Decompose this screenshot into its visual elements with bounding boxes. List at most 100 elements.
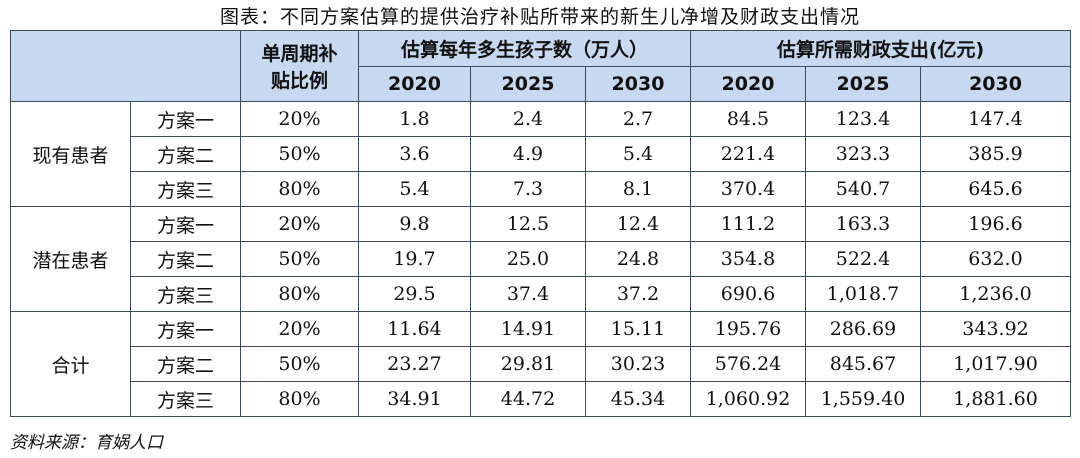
cell: 9.8 <box>358 206 471 242</box>
cell: 147.4 <box>919 101 1072 137</box>
cell: 23.27 <box>358 346 471 382</box>
cell: 2.4 <box>470 101 586 137</box>
cell: 19.7 <box>358 241 471 277</box>
plan-label: 方案三 <box>130 381 241 417</box>
cell: 286.69 <box>805 311 921 347</box>
group-label: 潜在患者 <box>10 206 131 312</box>
cell: 5.4 <box>585 136 691 172</box>
cell: 195.76 <box>690 311 806 347</box>
cell: 1,017.90 <box>919 346 1072 382</box>
cell: 1,881.60 <box>919 381 1072 417</box>
cell: 221.4 <box>690 136 806 172</box>
cell: 690.6 <box>690 276 806 312</box>
data-row: 方案三 80% 5.4 7.3 8.1 370.4 540.7 645.6 <box>11 171 1072 207</box>
cell: 37.2 <box>585 276 691 312</box>
data-row: 方案二 50% 19.7 25.0 24.8 354.8 522.4 632.0 <box>11 241 1072 277</box>
cell: 45.34 <box>585 381 691 417</box>
plan-label: 方案一 <box>130 101 241 137</box>
cell: 323.3 <box>805 136 921 172</box>
cell: 12.4 <box>585 206 691 242</box>
data-row: 方案三 80% 29.5 37.4 37.2 690.6 1,018.7 1,236.0 <box>11 276 1072 312</box>
header-row: 2020 2025 2030 2020 2025 2030 <box>11 66 1072 102</box>
plan-label: 方案三 <box>130 171 241 207</box>
cell: 1,018.7 <box>805 276 921 312</box>
cell: 3.6 <box>358 136 471 172</box>
cell: 80% <box>240 276 359 312</box>
header-cell: 单周期补贴比例 <box>240 30 359 102</box>
data-row: 合计 方案一 20% 11.64 14.91 15.11 195.76 286.69 343.9… <box>10 311 1072 417</box>
year-header: 2030 <box>919 66 1072 102</box>
plan-label: 方案三 <box>130 276 241 312</box>
cell: 44.72 <box>470 381 586 417</box>
year-header: 2025 <box>805 66 921 102</box>
data-table: 单周期补贴比例 估算每年多生孩子数（万人） 估算所需财政支出(亿元) 2020 2… <box>10 30 1072 417</box>
cell: 50% <box>240 241 359 277</box>
cell: 50% <box>240 346 359 382</box>
cell: 540.7 <box>805 171 921 207</box>
header-cell: 估算所需财政支出(亿元) <box>689 30 1072 67</box>
cell: 20% <box>240 206 359 242</box>
source-note: 资料来源：育娲人口 <box>10 433 163 453</box>
year-header: 2020 <box>690 66 806 102</box>
cell: 29.81 <box>470 346 586 382</box>
cell: 50% <box>240 136 359 172</box>
cell: 29.5 <box>358 276 471 312</box>
cell: 5.4 <box>358 171 471 207</box>
cell: 632.0 <box>919 241 1072 277</box>
year-header: 2030 <box>585 66 691 102</box>
cell: 4.9 <box>470 136 586 172</box>
cell: 1,060.92 <box>690 381 806 417</box>
header-cell: 估算每年多生孩子数（万人） <box>358 30 691 67</box>
cell: 34.91 <box>358 381 471 417</box>
cell: 354.8 <box>690 241 806 277</box>
cell: 8.1 <box>585 171 691 207</box>
cell: 2.7 <box>585 101 691 137</box>
cell: 25.0 <box>470 241 586 277</box>
header-cell <box>10 30 241 102</box>
table-body: 单周期补贴比例 估算每年多生孩子数（万人） 估算所需财政支出(亿元) 2020 2… <box>10 30 1072 417</box>
cell: 1,236.0 <box>919 276 1072 312</box>
plan-label: 方案一 <box>130 311 241 347</box>
cell: 111.2 <box>690 206 806 242</box>
cell: 12.5 <box>470 206 586 242</box>
data-row: 方案三 80% 34.91 44.72 45.34 1,060.92 1,559.40 1,8… <box>11 381 1072 417</box>
plan-label: 方案二 <box>130 136 241 172</box>
data-row: 潜在患者 方案一 20% 9.8 12.5 12.4 111.2 163.3 196.6 <box>10 206 1072 312</box>
header-row: 单周期补贴比例 估算每年多生孩子数（万人） 估算所需财政支出(亿元) <box>10 30 1072 102</box>
plan-label: 方案二 <box>130 241 241 277</box>
cell: 24.8 <box>585 241 691 277</box>
data-row: 现有患者 方案一 20% 1.8 2.4 2.7 84.5 123.4 147.4 <box>10 101 1072 207</box>
plan-label: 方案二 <box>130 346 241 382</box>
cell: 37.4 <box>470 276 586 312</box>
cell: 15.11 <box>585 311 691 347</box>
cell: 80% <box>240 171 359 207</box>
cell: 1,559.40 <box>805 381 921 417</box>
cell: 163.3 <box>805 206 921 242</box>
data-row: 方案二 50% 23.27 29.81 30.23 576.24 845.67 1,017.9… <box>11 346 1072 382</box>
cell: 196.6 <box>919 206 1072 242</box>
group-label: 合计 <box>10 311 131 417</box>
year-header: 2025 <box>470 66 586 102</box>
cell: 20% <box>240 311 359 347</box>
plan-label: 方案一 <box>130 206 241 242</box>
group-label: 现有患者 <box>10 101 131 207</box>
cell: 123.4 <box>805 101 921 137</box>
cell: 7.3 <box>470 171 586 207</box>
cell: 343.92 <box>919 311 1072 347</box>
cell: 576.24 <box>690 346 806 382</box>
data-row: 方案二 50% 3.6 4.9 5.4 221.4 323.3 385.9 <box>11 136 1072 172</box>
cell: 30.23 <box>585 346 691 382</box>
cell: 80% <box>240 381 359 417</box>
cell: 370.4 <box>690 171 806 207</box>
cell: 84.5 <box>690 101 806 137</box>
cell: 845.67 <box>805 346 921 382</box>
cell: 522.4 <box>805 241 921 277</box>
cell: 11.64 <box>358 311 471 347</box>
cell: 14.91 <box>470 311 586 347</box>
title: 图表：不同方案估算的提供治疗补贴所带来的新生儿净增及财政支出情况 <box>219 6 860 28</box>
cell: 385.9 <box>919 136 1072 172</box>
cell: 20% <box>240 101 359 137</box>
cell: 1.8 <box>358 101 471 137</box>
year-header: 2020 <box>358 66 471 102</box>
